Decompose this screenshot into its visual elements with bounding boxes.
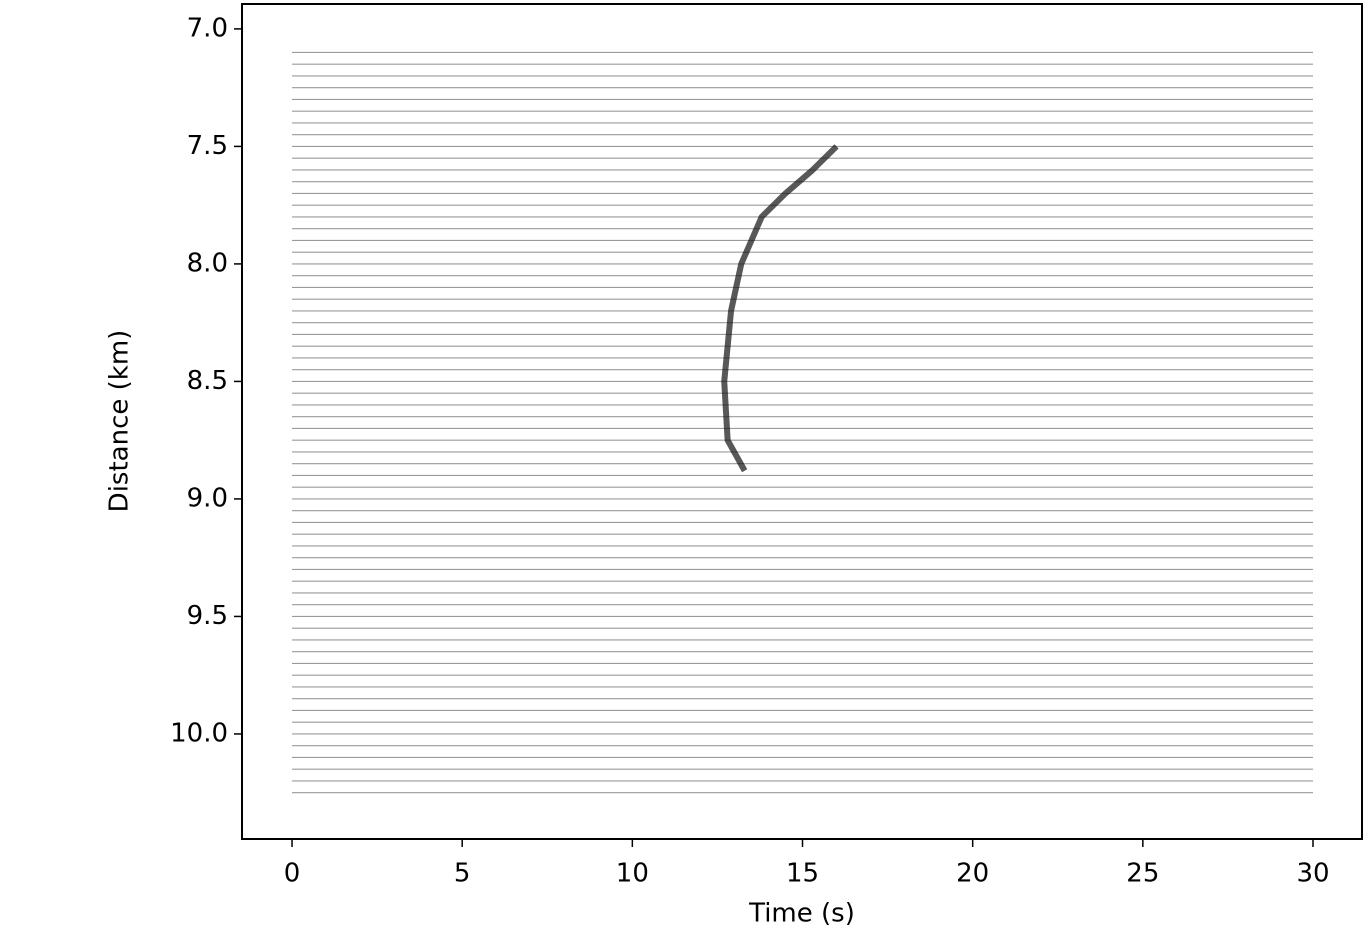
y-tick-label: 10.0 — [170, 718, 228, 748]
x-tick-label: 5 — [454, 859, 471, 889]
x-tick-label: 20 — [956, 859, 989, 889]
x-tick-label: 0 — [284, 859, 301, 889]
x-tick-label: 25 — [1126, 859, 1159, 889]
plot-frame — [241, 3, 1363, 840]
x-tick-label: 10 — [616, 859, 649, 889]
y-tick-label: 8.0 — [187, 248, 228, 278]
y-tick-label: 7.5 — [187, 131, 228, 161]
x-tick-label: 15 — [786, 859, 819, 889]
y-tick-label: 7.0 — [187, 13, 228, 43]
y-axis-label: Distance (km) — [105, 330, 135, 513]
x-axis-label: Time (s) — [748, 899, 855, 929]
y-tick-label: 9.5 — [187, 601, 228, 631]
y-tick-label: 8.5 — [187, 366, 228, 396]
y-tick-label: 9.0 — [187, 483, 228, 513]
arrival-front — [721, 144, 839, 473]
x-tick-label: 30 — [1296, 859, 1329, 889]
